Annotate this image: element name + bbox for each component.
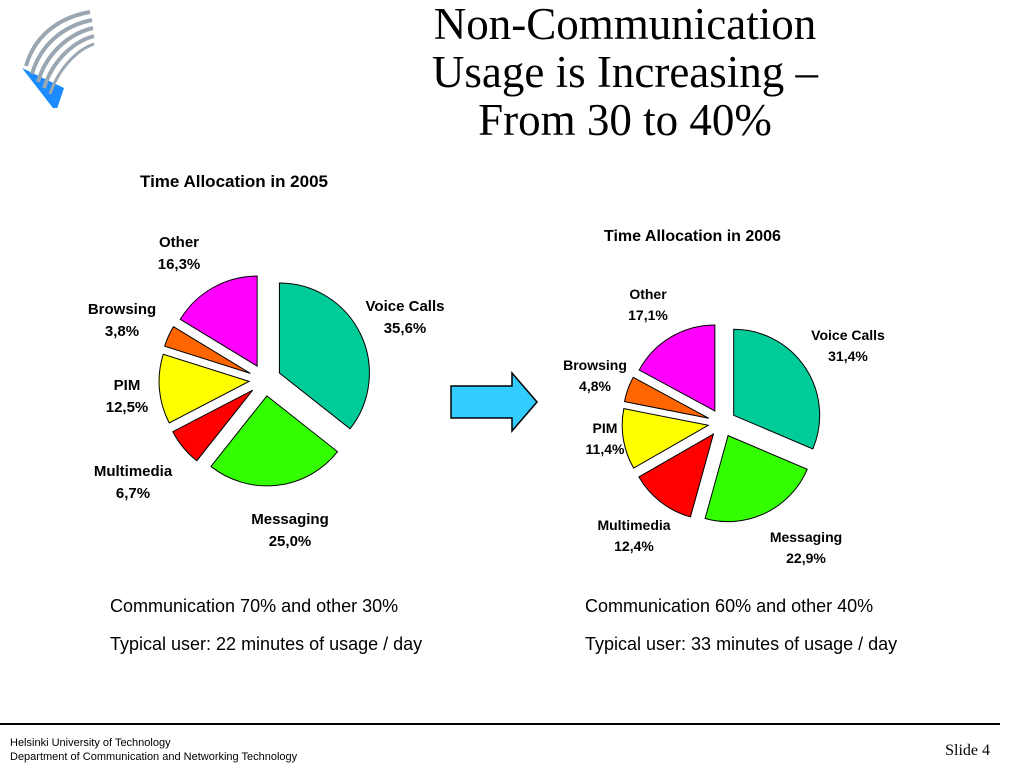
pie-slice-2005-voice-calls	[278, 282, 370, 430]
pie-slice-2006-pim	[621, 408, 710, 469]
pie-slice-2006-voice-calls	[733, 328, 821, 450]
slide-title-line-3: From 30 to 40%	[478, 95, 772, 145]
slide-title: Non-Communication Usage is Increasing – …	[340, 0, 910, 144]
label-2005-voice-calls: Voice Calls 35,6%	[365, 298, 445, 337]
label-2006-multimedia: Multimedia 12,4%	[597, 517, 671, 554]
pie-slice-2006-multimedia	[638, 433, 715, 518]
pie-slice-2006-messaging	[704, 434, 808, 523]
chart-2005-title: Time Allocation in 2005	[140, 172, 329, 191]
footer-university: Helsinki University of Technology	[10, 737, 171, 749]
caption-right-line-1: Communication 60% and other 40%	[585, 596, 874, 616]
pie-slice-2005-multimedia	[172, 389, 254, 462]
slide-number: Slide 4	[945, 742, 990, 759]
label-2005-pim: PIM 12,5%	[105, 377, 149, 416]
pie-slice-2005-other	[179, 275, 258, 367]
chart-2006-title: Time Allocation in 2006	[604, 228, 781, 245]
label-2005-other: Other 16,3%	[157, 234, 201, 273]
label-2005-multimedia: Multimedia 6,7%	[93, 463, 173, 502]
right-arrow-icon	[450, 370, 538, 434]
footer-affiliation: Helsinki University of Technology Depart…	[10, 736, 297, 764]
label-2006-messaging: Messaging 22,9%	[769, 529, 843, 566]
caption-left-line-2: Typical user: 22 minutes of usage / day	[110, 634, 423, 654]
label-2006-voice-calls: Voice Calls 31,4%	[811, 327, 885, 364]
caption-right-line-2: Typical user: 33 minutes of usage / day	[585, 634, 898, 654]
footer-department: Department of Communication and Networki…	[10, 751, 298, 763]
label-2006-pim: PIM 11,4%	[585, 420, 625, 457]
slide-title-line-1: Non-Communication	[433, 0, 817, 49]
footer-divider	[0, 723, 1000, 725]
label-2006-other: Other 17,1%	[628, 286, 668, 323]
pie-slice-2005-pim	[158, 353, 251, 424]
pie-slice-2005-messaging	[210, 395, 339, 487]
slide-title-line-2: Usage is Increasing –	[431, 47, 819, 97]
pie-slice-2006-browsing	[623, 376, 710, 419]
label-2005-messaging: Messaging 25,0%	[251, 511, 329, 550]
university-logo	[22, 10, 95, 108]
pie-slice-2005-browsing	[164, 325, 251, 374]
caption-left-line-1: Communication 70% and other 30%	[110, 596, 399, 616]
label-2005-browsing: Browsing 3,8%	[87, 301, 157, 340]
label-2006-browsing: Browsing 4,8%	[563, 357, 627, 394]
pie-slice-2006-other	[638, 324, 716, 412]
